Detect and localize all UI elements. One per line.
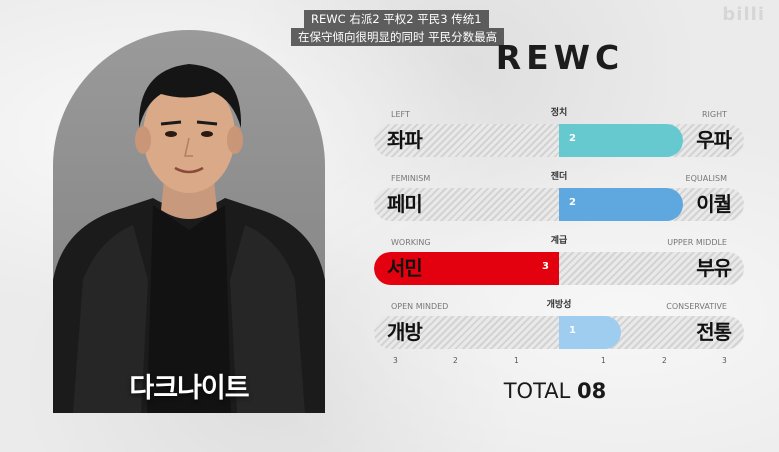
row-right-small-label: CONSERVATIVE <box>666 302 727 311</box>
watermark-logo: billi <box>722 4 765 25</box>
score-row: WORKING 계급 UPPER MIDDLE 3 서민 부유 <box>374 236 744 300</box>
score-track: 1 <box>374 316 744 349</box>
row-category-label: 개방성 <box>546 300 572 310</box>
scale-tick: 3 <box>722 356 727 365</box>
score-row: LEFT 정치 RIGHT 2 좌파 우파 <box>374 108 744 172</box>
row-right-small-label: RIGHT <box>701 110 727 119</box>
score-fill: 2 <box>559 124 683 157</box>
row-left-label: 좌파 <box>387 128 423 152</box>
result-title: REWC <box>495 38 625 77</box>
score-value: 2 <box>569 133 576 144</box>
row-category-label: 계급 <box>550 236 568 246</box>
score-track: 3 <box>374 252 744 285</box>
score-value: 3 <box>542 261 549 272</box>
row-left-label: 서민 <box>387 256 423 280</box>
row-left-small-label: LEFT <box>391 110 410 119</box>
row-category-label: 정치 <box>550 108 568 118</box>
score-row: OPEN MINDED 개방성 CONSERVATIVE 1 개방 전통 <box>374 300 744 364</box>
score-value: 2 <box>569 197 576 208</box>
scale-tick: 2 <box>662 356 667 365</box>
row-left-label: 페미 <box>387 192 423 216</box>
subtitle-caption-1: REWC 右派2 平权2 平民3 传统1 <box>304 10 489 28</box>
scale-tick: 1 <box>601 356 606 365</box>
score-track: 2 <box>374 124 744 157</box>
total-score: TOTAL 08 <box>500 379 610 403</box>
row-category-label: 젠더 <box>550 172 568 182</box>
scale-tick: 1 <box>514 356 519 365</box>
subtitle-caption-2: 在保守倾向很明显的同时 平民分数最高 <box>291 28 505 46</box>
score-track: 2 <box>374 188 744 221</box>
score-value: 1 <box>569 325 576 336</box>
score-row: FEMINISM 젠더 EQUALISM 2 페미 이퀄 <box>374 172 744 236</box>
row-left-small-label: OPEN MINDED <box>391 302 449 311</box>
total-label: TOTAL <box>503 379 571 403</box>
scale-tick: 3 <box>393 356 398 365</box>
profile-name: 다크나이트 <box>129 373 249 404</box>
total-value: 08 <box>577 379 607 403</box>
row-left-label: 개방 <box>387 320 423 344</box>
row-left-small-label: FEMINISM <box>391 174 431 183</box>
row-right-label: 부유 <box>696 256 732 280</box>
row-right-small-label: UPPER MIDDLE <box>667 238 727 247</box>
person-silhouette-image <box>53 64 325 413</box>
row-left-small-label: WORKING <box>391 238 431 247</box>
profile-portrait: 다크나이트 <box>53 30 325 413</box>
score-fill: 3 <box>374 252 559 285</box>
row-right-label: 전통 <box>696 320 732 344</box>
row-right-small-label: EQUALISM <box>685 174 727 183</box>
row-right-label: 우파 <box>696 128 732 152</box>
score-fill: 1 <box>559 316 621 349</box>
row-right-label: 이퀄 <box>696 192 732 216</box>
scale-tick: 2 <box>453 356 458 365</box>
score-fill: 2 <box>559 188 683 221</box>
